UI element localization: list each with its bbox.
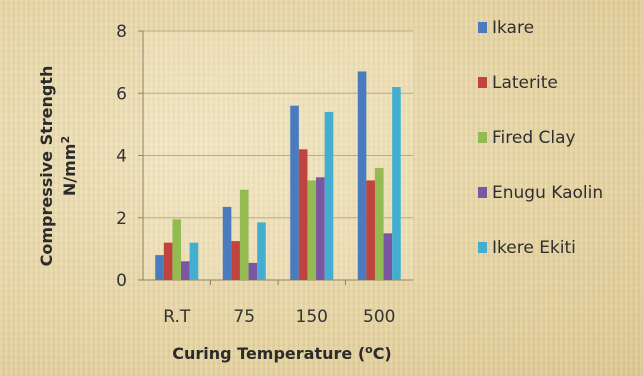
legend-swatch (478, 22, 487, 33)
x-axis-title: Curing Temperature (oC) (172, 343, 392, 364)
bar-ikere-ekiti-3 (392, 87, 401, 280)
bar-enugu-kaolin-0 (181, 261, 190, 280)
bar-enugu-kaolin-2 (316, 177, 325, 280)
x-tick-label: 150 (296, 307, 328, 327)
legend-swatch (478, 77, 487, 88)
y-tick-label: 2 (116, 209, 127, 229)
y-axis-title-line2: N/mm2 (59, 136, 80, 196)
bar-enugu-kaolin-1 (248, 262, 258, 280)
bar-ikere-ekiti-1 (257, 222, 266, 280)
legend-swatch (478, 132, 487, 143)
x-axis-ticks: R.T 75 150 500 (163, 307, 395, 327)
legend-label: Ikare (492, 18, 534, 38)
plot-area (138, 30, 413, 285)
bar-ikare-3 (357, 71, 367, 281)
x-tick-label: R.T (163, 307, 191, 327)
x-tick-label: 500 (363, 307, 395, 327)
bar-fired-clay-0 (172, 219, 182, 280)
y-tick-label: 6 (116, 84, 127, 104)
y-axis-ticks: 0 2 4 6 8 (116, 22, 127, 291)
y-axis-title: Compressive Strength N/mm2 (37, 66, 79, 267)
legend-label: Laterite (492, 73, 558, 93)
legend-swatch (478, 242, 487, 253)
x-tick-label: 75 (233, 307, 255, 327)
bar-laterite-3 (366, 180, 375, 280)
bar-fired-clay-2 (307, 180, 317, 280)
bar-fired-clay-1 (239, 189, 249, 280)
legend-swatch (478, 187, 487, 198)
legend-label: Enugu Kaolin (492, 183, 603, 203)
legend-label: Ikere Ekiti (492, 238, 576, 258)
bar-ikare-1 (222, 206, 232, 280)
bar-ikare-2 (290, 105, 299, 280)
legend: Ikare Laterite Fired Clay Enugu Kaolin Ikere… (478, 18, 603, 258)
bar-ikere-ekiti-0 (189, 242, 199, 280)
bar-fired-clay-3 (374, 167, 384, 280)
bar-enugu-kaolin-3 (383, 233, 393, 280)
bar-laterite-0 (163, 242, 173, 280)
legend-label: Fired Clay (492, 128, 576, 148)
y-axis-title-line1: Compressive Strength (37, 66, 56, 267)
bar-laterite-1 (231, 241, 240, 280)
bar-ikere-ekiti-2 (324, 111, 334, 280)
bar-laterite-2 (298, 149, 308, 280)
y-tick-label: 4 (116, 147, 127, 167)
y-tick-label: 0 (116, 271, 127, 291)
bar-ikare-0 (155, 255, 164, 280)
y-tick-label: 8 (116, 22, 127, 42)
